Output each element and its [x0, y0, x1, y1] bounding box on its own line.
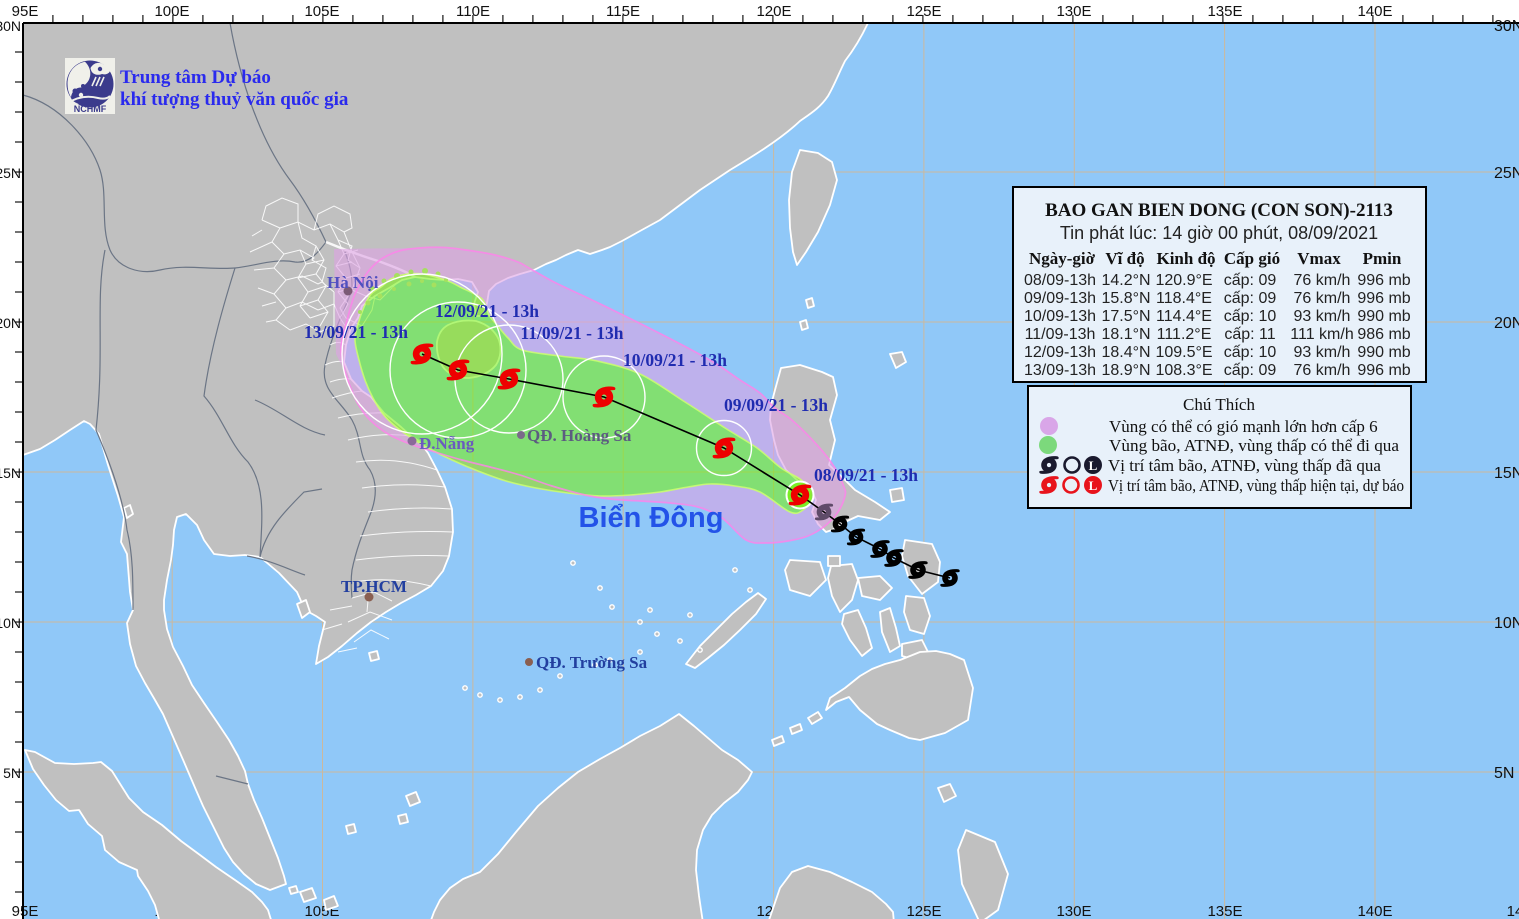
svg-text:130E: 130E: [1056, 903, 1091, 919]
svg-text:135E: 135E: [1207, 903, 1242, 919]
svg-text:93 km/h: 93 km/h: [1294, 344, 1351, 361]
svg-text:95E: 95E: [12, 3, 39, 20]
svg-text:76 km/h: 76 km/h: [1294, 290, 1351, 307]
svg-text:30N: 30N: [1494, 18, 1519, 35]
svg-text:17.5°N: 17.5°N: [1101, 308, 1150, 325]
svg-text:15.8°N: 15.8°N: [1101, 290, 1150, 307]
svg-text:10/09-13h: 10/09-13h: [1024, 308, 1096, 325]
svg-text:cấp: 10: cấp: 10: [1224, 308, 1277, 325]
svg-text:15N: 15N: [0, 465, 21, 481]
svg-text:95E: 95E: [12, 903, 39, 919]
svg-text:Trung tâm Dự báo: Trung tâm Dự báo: [120, 67, 271, 88]
svg-text:120E: 120E: [756, 3, 791, 20]
svg-text:18.9°N: 18.9°N: [1101, 362, 1150, 379]
svg-text:QĐ. Hoàng Sa: QĐ. Hoàng Sa: [527, 426, 632, 445]
svg-text:118.4°E: 118.4°E: [1156, 290, 1212, 307]
svg-text:08/09-13h: 08/09-13h: [1024, 272, 1096, 289]
svg-text:Ngày-giờ: Ngày-giờ: [1029, 249, 1096, 268]
svg-text:TP.HCM: TP.HCM: [341, 577, 407, 596]
svg-text:125E: 125E: [906, 903, 941, 919]
svg-text:25N: 25N: [0, 165, 21, 181]
svg-text:Cấp gió: Cấp gió: [1224, 249, 1280, 268]
svg-text:18.1°N: 18.1°N: [1101, 326, 1150, 343]
svg-text:130E: 130E: [1056, 3, 1091, 20]
svg-text:cấp: 09: cấp: 09: [1224, 272, 1277, 289]
svg-text:108.3°E: 108.3°E: [1155, 362, 1212, 379]
svg-text:996 mb: 996 mb: [1357, 272, 1410, 289]
svg-text:Vị trí tâm bão, ATNĐ, vùng thấ: Vị trí tâm bão, ATNĐ, vùng thấp đã qua: [1108, 456, 1381, 475]
svg-text:13/09/21 - 13h: 13/09/21 - 13h: [304, 322, 408, 342]
svg-text:NCHMF: NCHMF: [74, 104, 107, 114]
svg-text:Vùng có thể có gió mạnh lớn hơ: Vùng có thể có gió mạnh lớn hơn cấp 6: [1109, 417, 1378, 436]
svg-text:11/09-13h: 11/09-13h: [1025, 326, 1096, 343]
svg-text:cấp: 09: cấp: 09: [1224, 362, 1277, 379]
svg-text:BAO GAN BIEN DONG (CON SON)-21: BAO GAN BIEN DONG (CON SON)-2113: [1045, 200, 1393, 221]
svg-text:986 mb: 986 mb: [1357, 326, 1410, 343]
svg-text:Đ.Nẵng: Đ.Nẵng: [419, 434, 475, 453]
svg-text:140E: 140E: [1357, 3, 1392, 20]
svg-text:109.5°E: 109.5°E: [1155, 344, 1212, 361]
svg-text:996 mb: 996 mb: [1357, 290, 1410, 307]
svg-text:11/09/21 - 13h: 11/09/21 - 13h: [520, 323, 623, 343]
svg-text:990 mb: 990 mb: [1357, 308, 1410, 325]
svg-text:14: 14: [1507, 903, 1519, 919]
svg-text:14.2°N: 14.2°N: [1101, 272, 1150, 289]
svg-text:khí tượng thuỷ văn quốc gia: khí tượng thuỷ văn quốc gia: [120, 89, 349, 110]
svg-text:10N: 10N: [0, 615, 21, 631]
svg-text:105E: 105E: [304, 3, 339, 20]
svg-text:09/09/21 - 13h: 09/09/21 - 13h: [724, 395, 828, 415]
svg-text:18.4°N: 18.4°N: [1101, 344, 1150, 361]
svg-text:Vmax: Vmax: [1297, 249, 1341, 268]
svg-text:L: L: [1089, 478, 1098, 493]
svg-text:10/09/21 - 13h: 10/09/21 - 13h: [623, 350, 727, 370]
svg-text:Chú Thích: Chú Thích: [1183, 395, 1255, 414]
svg-text:120.9°E: 120.9°E: [1155, 272, 1212, 289]
svg-text:990 mb: 990 mb: [1357, 344, 1410, 361]
svg-text:L: L: [1089, 458, 1098, 473]
svg-text:20N: 20N: [0, 315, 21, 331]
svg-text:cấp: 10: cấp: 10: [1224, 344, 1277, 361]
svg-text:114.4°E: 114.4°E: [1156, 308, 1212, 325]
svg-text:115E: 115E: [606, 3, 640, 20]
svg-text:996 mb: 996 mb: [1357, 362, 1410, 379]
svg-text:12/09/21 - 13h: 12/09/21 - 13h: [435, 301, 539, 321]
svg-text:Tin phát lúc: 14 giờ 00 phút,: Tin phát lúc: 14 giờ 00 phút, 08/09/2021: [1060, 223, 1378, 243]
svg-text:09/09-13h: 09/09-13h: [1024, 290, 1096, 307]
svg-text:QĐ. Trường Sa: QĐ. Trường Sa: [536, 653, 648, 672]
svg-text:93 km/h: 93 km/h: [1294, 308, 1351, 325]
svg-text:10N: 10N: [1494, 615, 1519, 632]
svg-text:140E: 140E: [1357, 903, 1392, 919]
svg-text:25N: 25N: [1494, 165, 1519, 182]
svg-text:125E: 125E: [906, 3, 941, 20]
svg-text:Pmin: Pmin: [1363, 249, 1402, 268]
svg-text:111.2°E: 111.2°E: [1157, 326, 1212, 343]
svg-text:135E: 135E: [1207, 3, 1242, 20]
svg-text:cấp: 09: cấp: 09: [1224, 290, 1277, 307]
svg-text:20N: 20N: [1494, 315, 1519, 332]
svg-text:13/09-13h: 13/09-13h: [1024, 362, 1096, 379]
svg-text:Vị trí tâm bão, ATNĐ, vùng thấ: Vị trí tâm bão, ATNĐ, vùng thấp hiện tại…: [1108, 476, 1404, 495]
svg-text:111 km/h: 111 km/h: [1290, 326, 1353, 343]
svg-text:76 km/h: 76 km/h: [1294, 362, 1351, 379]
svg-text:Vĩ độ: Vĩ độ: [1105, 249, 1144, 268]
svg-text:100E: 100E: [154, 3, 189, 20]
svg-text:Vùng bão, ATNĐ, vùng thấp có t: Vùng bão, ATNĐ, vùng thấp có thể đi qua: [1109, 436, 1399, 455]
svg-text:cấp: 11: cấp: 11: [1224, 326, 1275, 343]
svg-text:Kinh độ: Kinh độ: [1156, 249, 1215, 268]
svg-text:12/09-13h: 12/09-13h: [1024, 344, 1096, 361]
svg-text:110E: 110E: [456, 3, 490, 20]
svg-text:5N: 5N: [1494, 765, 1514, 782]
svg-text:76 km/h: 76 km/h: [1294, 272, 1351, 289]
svg-text:30N: 30N: [0, 18, 21, 34]
svg-text:15N: 15N: [1494, 465, 1519, 482]
svg-text:Hà Nội: Hà Nội: [327, 273, 379, 292]
svg-text:5N: 5N: [3, 765, 21, 781]
svg-text:08/09/21 - 13h: 08/09/21 - 13h: [814, 465, 918, 485]
svg-text:Biển Đông: Biển Đông: [579, 502, 724, 534]
